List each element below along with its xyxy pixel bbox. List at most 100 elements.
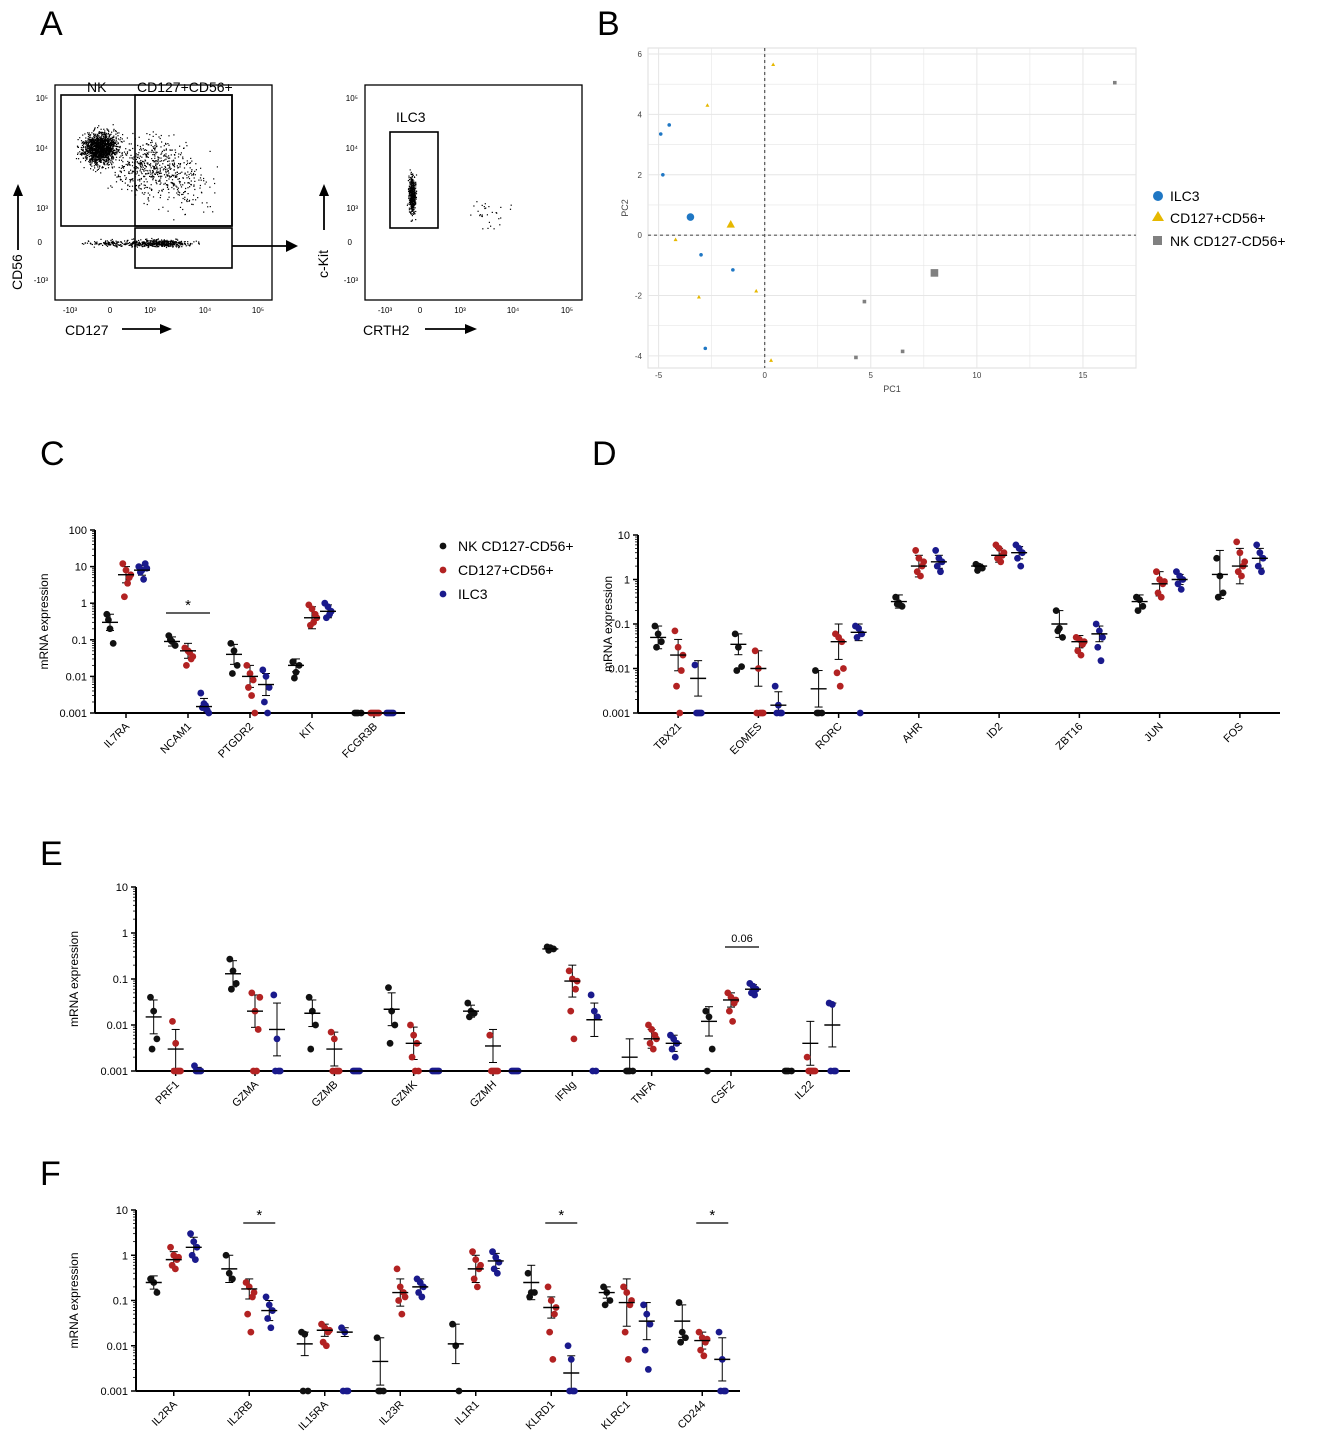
flow-dot [146,203,148,206]
x-tick-label: 0 [762,371,767,380]
flow-dot [94,136,96,139]
flow-dot [144,149,146,151]
flow-dot [88,145,90,148]
flow-dot [101,157,103,159]
flow-dot [97,168,99,170]
y-axis-label: CD56 [9,254,25,290]
flow-dot [176,242,178,244]
flow-dot [194,180,196,182]
flow-dot [143,202,145,205]
flow-dot [83,243,85,245]
flow-dot [96,153,98,155]
flow-dot [410,171,412,173]
flow-dot [105,157,107,159]
flow-dot [410,195,412,197]
flow-dot [152,131,154,133]
flow-dot [154,242,156,244]
flow-dot [141,168,143,170]
flow-dot [160,240,162,242]
flow-dot [97,134,99,136]
y-tick: 10⁵ [346,94,358,103]
flow-dot [169,242,172,244]
flow-dot [176,176,178,178]
flow-dot [152,241,154,243]
flow-dot [415,210,417,213]
flow-dot [410,178,412,181]
flow-dot [178,180,180,182]
flow-dot [165,172,167,174]
flow-dot [106,151,108,154]
flow-dot [87,138,89,140]
y-tick-label: 0.001 [59,708,87,720]
flow-dot [176,171,178,173]
y-tick-label: 0.01 [107,1341,128,1353]
data-point [1052,607,1060,615]
flow-dot [152,245,154,247]
flow-dot [81,149,83,151]
flow-dot [408,190,410,193]
flow-dot [91,153,93,155]
flow-dot [115,154,117,156]
flow-dot [84,153,86,155]
flow-dot [127,160,129,163]
flow-dot [120,244,122,246]
flow-dot [415,191,417,193]
data-point [646,1039,654,1047]
flow-dot [135,243,137,245]
flow-dot [101,149,103,151]
data-point [751,647,759,655]
flow-dot [180,186,183,188]
flow-dot [98,145,100,147]
flow-dot [85,155,87,157]
flow-dot [481,214,483,216]
flow-dot [84,152,86,154]
data-point [974,567,981,574]
flow-dot [183,167,186,169]
flow-dot [163,145,165,147]
flow-dot [86,150,88,152]
flow-dot [152,179,154,181]
flow-dot [178,173,180,175]
flow-dot [158,175,160,178]
flow-dot [137,244,139,246]
flow-dot [189,244,191,246]
flow-dot [113,128,115,130]
flow-dot [117,174,120,176]
data-point [190,1238,198,1246]
flow-dot [105,244,108,246]
flow-dot [155,164,157,166]
flow-dot [144,153,146,155]
flow-dot [151,158,153,160]
flow-dot [174,184,176,186]
flow-dot [97,144,99,146]
pca-point [930,269,939,277]
flow-dot [193,184,195,186]
flow-dot [85,144,87,146]
flow-dot [138,136,140,138]
flow-dot [101,134,103,136]
flow-dot [81,144,84,146]
data-point [546,1328,554,1336]
flow-dot [103,136,106,138]
flow-dot [119,147,121,149]
pca-plot: -5 0 5 10 15-4-20246PC1PC2ILC3CD127+CD56+NK … [620,47,1286,394]
flow-dot [150,240,152,242]
flow-dot [125,243,128,245]
flow-dot [98,139,100,141]
flow-dot [90,160,92,162]
data-point [567,1355,575,1363]
flow-dot [155,181,157,184]
flow-dot [92,154,94,156]
flow-dot [199,184,201,187]
data-point [267,1324,275,1332]
flow-dot [139,149,141,151]
y-tick-label: 0 [638,231,643,240]
data-point [121,593,128,601]
flow-dot [100,146,102,148]
flow-dot [189,162,192,164]
data-point [396,1283,404,1291]
flow-dot [108,148,110,150]
flow-dot [189,245,191,247]
flow-dot [413,184,415,187]
